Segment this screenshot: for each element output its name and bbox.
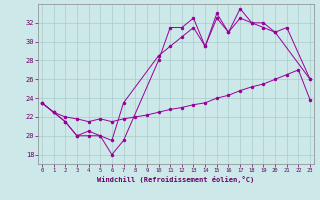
X-axis label: Windchill (Refroidissement éolien,°C): Windchill (Refroidissement éolien,°C) [97, 176, 255, 183]
